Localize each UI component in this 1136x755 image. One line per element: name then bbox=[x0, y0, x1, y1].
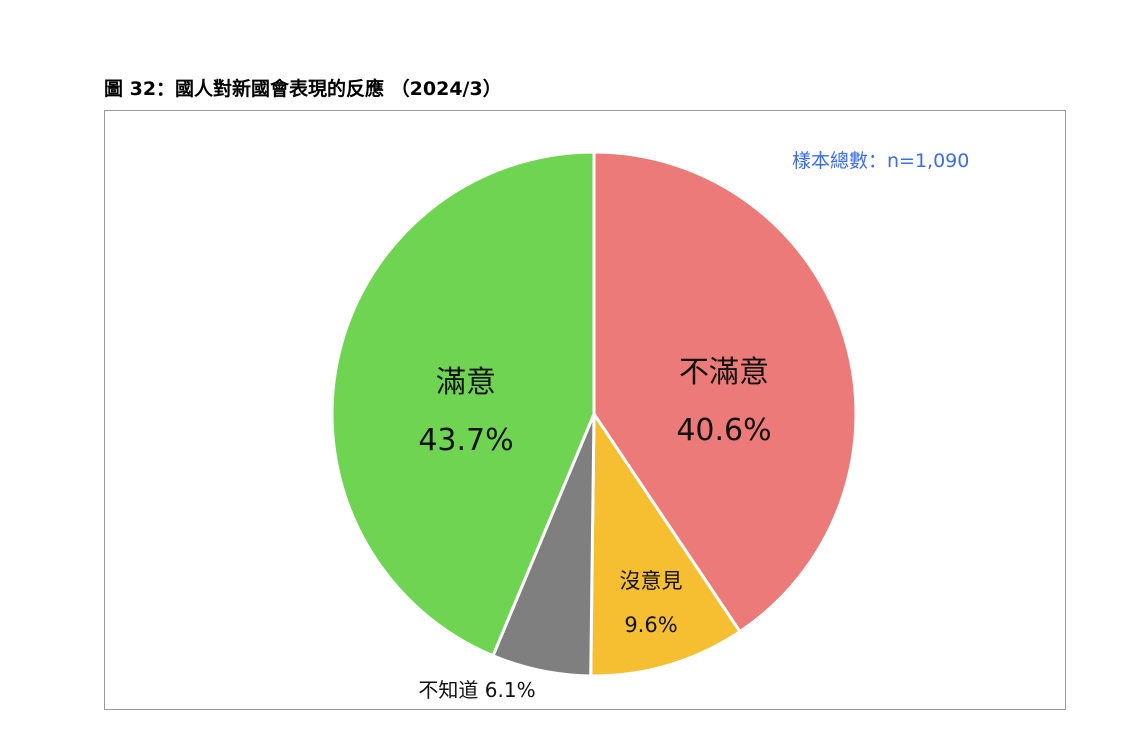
pie-slice-3 bbox=[330, 150, 596, 658]
pie-slice-0 bbox=[592, 150, 858, 634]
slice-value-0: 40.6% bbox=[676, 413, 771, 448]
pie-labels: 不滿意 40.6% 沒意見 9.6% 不知道 6.1% 滿意 43.7% bbox=[418, 355, 771, 702]
sample-size-note: 樣本總數：n=1,090 bbox=[792, 150, 970, 172]
pie-slice-1 bbox=[589, 412, 742, 678]
slice-value-1: 9.6% bbox=[624, 613, 677, 637]
slice-name-3: 滿意 bbox=[436, 365, 496, 400]
slice-value-3: 43.7% bbox=[418, 423, 513, 458]
slice-label-2: 不知道 6.1% bbox=[418, 678, 535, 702]
pie-slices bbox=[330, 150, 858, 678]
slice-name-0: 不滿意 bbox=[679, 355, 769, 390]
slice-name-1: 沒意見 bbox=[620, 569, 683, 593]
chart-title: 圖 32：國人對新國會表現的反應 （2024/3） bbox=[104, 78, 502, 100]
